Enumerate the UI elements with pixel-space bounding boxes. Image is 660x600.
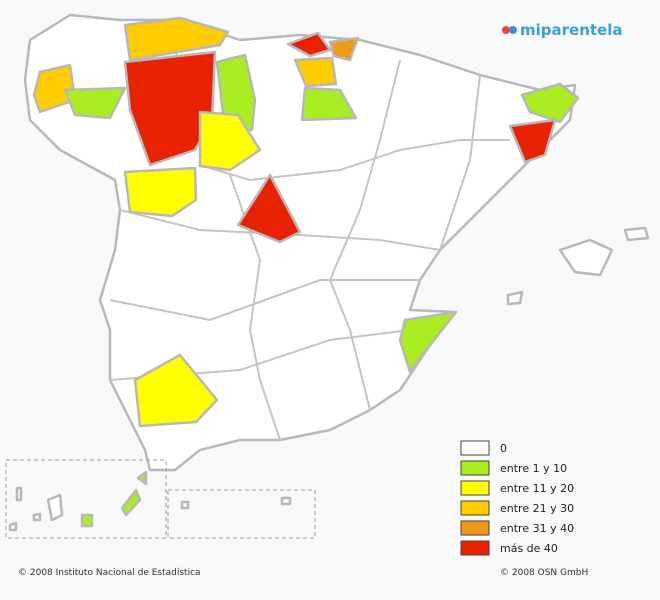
island (180, 500, 190, 510)
island (46, 493, 64, 522)
island (8, 521, 18, 532)
province (32, 63, 77, 114)
island (280, 496, 292, 506)
legend-swatch (460, 480, 490, 496)
province (198, 110, 262, 172)
province (236, 173, 302, 244)
province (133, 353, 219, 428)
island (32, 512, 42, 522)
province (328, 36, 360, 62)
island (623, 226, 650, 242)
inset-frame (167, 489, 316, 539)
legend-swatch (460, 540, 490, 556)
legend-label: entre 31 y 40 (500, 522, 574, 535)
legend-label: entre 1 y 10 (500, 462, 567, 475)
legend-label: entre 21 y 30 (500, 502, 574, 515)
legend-swatch (460, 520, 490, 536)
legend-swatch (460, 460, 490, 476)
island (15, 486, 23, 502)
legend: 0 entre 1 y 10 entre 11 y 20 entre 21 y 30 e… (460, 440, 574, 556)
legend-swatch (460, 440, 490, 456)
province (508, 118, 557, 164)
copyright: © 2008 OSN GmbH (500, 568, 588, 578)
province (123, 16, 230, 62)
logo[interactable]: miparentela (502, 21, 623, 39)
logo-icon (509, 26, 517, 34)
province (293, 56, 338, 88)
island (558, 238, 614, 277)
logo-icon (502, 26, 510, 34)
province (286, 31, 332, 58)
legend-label: 0 (500, 442, 507, 455)
logo-text: miparentela (520, 21, 623, 39)
inset-frame (5, 459, 167, 539)
island (136, 470, 148, 486)
legend-label: más de 40 (500, 542, 558, 555)
island (80, 513, 94, 528)
province (63, 86, 127, 120)
province (123, 166, 198, 218)
island (120, 488, 142, 517)
legend-swatch (460, 500, 490, 516)
province (300, 86, 358, 122)
island (506, 290, 524, 306)
province (123, 50, 217, 167)
province (520, 82, 580, 124)
copyright: © 2008 Instituto Nacional de Estadística (18, 568, 201, 578)
legend-label: entre 11 y 20 (500, 482, 574, 495)
province (398, 310, 458, 374)
